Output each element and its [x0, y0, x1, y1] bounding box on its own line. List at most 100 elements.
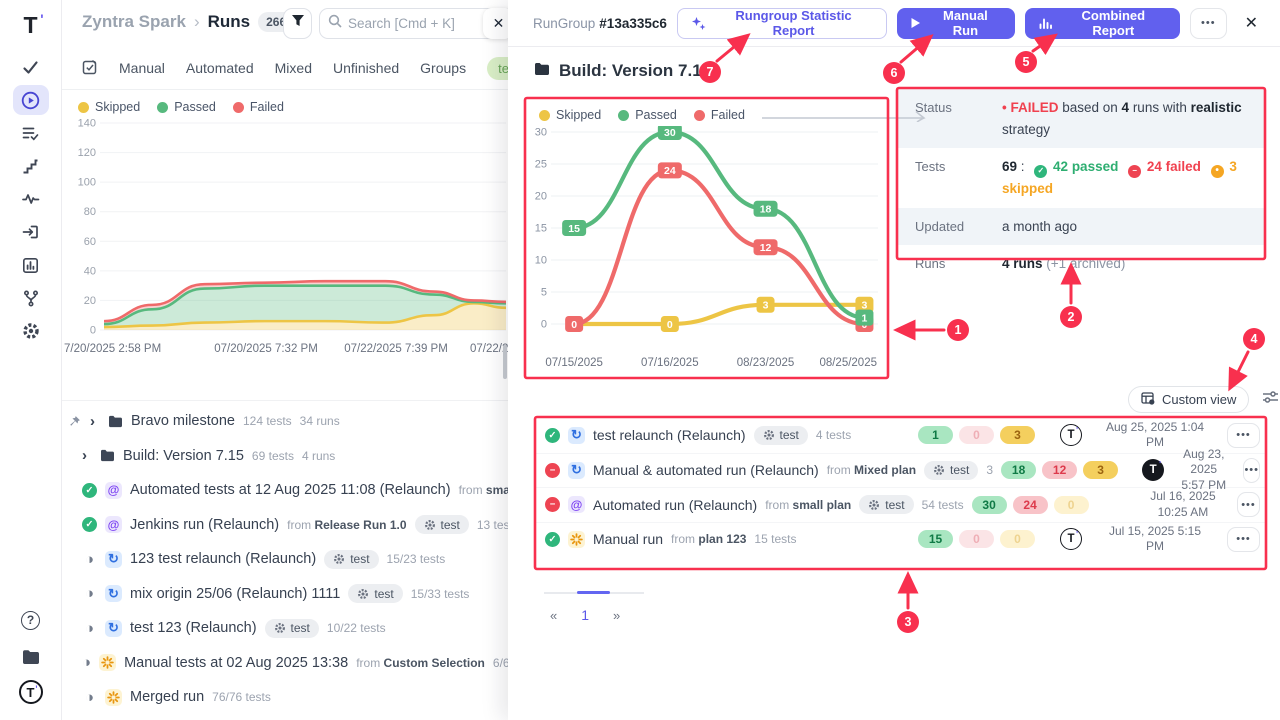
manual-run-button[interactable]: Manual Run — [897, 7, 1015, 39]
search-input[interactable] — [348, 16, 478, 31]
status-in-progress-icon: ◑ — [84, 585, 95, 603]
legend-dot — [78, 101, 89, 113]
tab-mixed[interactable]: Mixed — [274, 60, 312, 76]
run-more-button[interactable]: ••• — [1227, 526, 1260, 552]
run-meta: 13 tests — [476, 517, 508, 532]
svg-text:0: 0 — [667, 319, 673, 331]
breadcrumb: Zyntra Spark › Runs 266 — [82, 12, 295, 32]
run-name: 123 test relaunch (Relaunch) — [130, 551, 317, 568]
docs-folder-icon[interactable] — [13, 641, 49, 671]
search-clear-button[interactable]: ✕ — [483, 8, 508, 39]
profile-avatar[interactable]: T ' — [13, 677, 49, 707]
legend-item-failed[interactable]: Failed — [232, 100, 284, 114]
run-meta: 34 runs — [299, 414, 340, 429]
legend-item-failed[interactable]: Failed — [693, 108, 745, 122]
pagination-next[interactable]: » — [613, 607, 621, 623]
drawer-more-button[interactable]: ••• — [1189, 7, 1227, 39]
tab-groups[interactable]: Groups — [420, 60, 467, 76]
tab-unfinished[interactable]: Unfinished — [333, 60, 400, 76]
legend-item-skipped[interactable]: Skipped — [539, 108, 601, 122]
status-row-tests: Tests 69 : ✓ 42 passed − 24 failed • 3 sk… — [897, 148, 1265, 208]
run-test-count: 3 — [986, 463, 994, 478]
svg-text:3: 3 — [763, 300, 769, 312]
sparkles-icon — [691, 16, 706, 31]
svg-text:1: 1 — [862, 312, 868, 324]
sidebar-item-analytics[interactable] — [13, 184, 49, 214]
run-name: test 123 (Relaunch) — [130, 620, 257, 637]
expand-chevron-icon[interactable]: › — [82, 447, 87, 465]
drawer-close-icon[interactable]: ✕ — [1244, 15, 1258, 32]
skipped-badge: 0 — [1000, 530, 1035, 549]
rungroup-status-table: Status • FAILED based on 4 runs with real… — [897, 89, 1265, 283]
run-row[interactable]: ✓ @ Automated tests at 12 Aug 2025 11:08 (… — [62, 473, 508, 508]
sidebar-item-settings[interactable] — [13, 316, 49, 346]
breadcrumb-page[interactable]: Runs — [207, 12, 251, 31]
run-more-button[interactable]: ••• — [1236, 492, 1260, 518]
help-icon[interactable]: ? — [13, 605, 49, 635]
sidebar-item-plans[interactable] — [13, 118, 49, 148]
rungroup-run-row[interactable]: − @ Automated run (Relaunch) from small pla… — [535, 487, 1266, 522]
run-row[interactable]: ◑ Manual tests at 02 Aug 2025 13:38 from C… — [62, 646, 508, 681]
expand-chevron-icon[interactable]: › — [90, 412, 95, 430]
line-chart-canvas: 051015202530033024120153018107/15/202507… — [535, 126, 878, 369]
app-logo[interactable]: T ' — [23, 11, 44, 38]
tab-manual[interactable]: Manual — [119, 60, 165, 76]
status-row-label: Runs — [915, 256, 946, 272]
relaunch-run-icon: ↻ — [105, 619, 122, 637]
status-in-progress-icon: ◑ — [82, 654, 92, 672]
run-source-label: from small plan — [458, 483, 508, 498]
pagination-prev[interactable]: « — [550, 607, 558, 623]
drawer-title: RunGroup #13a335c6 — [533, 15, 667, 31]
tab-automated[interactable]: Automated — [185, 60, 254, 76]
run-meta: 10/22 tests — [326, 621, 386, 636]
breadcrumb-separator: › — [193, 12, 200, 31]
sidebar-item-milestones[interactable] — [13, 151, 49, 181]
breadcrumb-project[interactable]: Zyntra Spark — [82, 12, 186, 31]
filter-button[interactable] — [283, 8, 312, 39]
pagination-page-1[interactable]: 1 — [581, 607, 590, 623]
run-more-button[interactable]: ••• — [1243, 457, 1260, 483]
rungroup-run-row[interactable]: ✓ Manual run from plan 123 15 tests 15 0 0 T ' Ju… — [535, 521, 1266, 557]
run-test-count: 4 tests — [815, 428, 852, 443]
legend-item-passed[interactable]: Passed — [618, 108, 677, 122]
view-settings-icon[interactable] — [1262, 390, 1279, 409]
sidebar-item-reports[interactable] — [13, 250, 49, 280]
svg-text:07/22/2025 7:54 P: 07/22/2025 7:54 P — [470, 343, 508, 355]
run-row[interactable]: ◑ Merged run 76/76 tests — [62, 680, 508, 715]
run-row[interactable]: ◑ ↻ test 123 (Relaunch) test 10/22 tests — [62, 611, 508, 646]
status-passed-icon: ✓ — [545, 427, 560, 443]
svg-text:18: 18 — [760, 204, 772, 216]
legend-item-passed[interactable]: Passed — [157, 100, 216, 114]
milestone-row[interactable]: › Build: Version 7.15 69 tests 4 runs — [62, 439, 508, 474]
avatar: T ' — [1060, 528, 1082, 551]
svg-text:0: 0 — [90, 325, 96, 337]
tag-filter-pill[interactable]: test work — [487, 56, 508, 80]
sidebar-item-branches[interactable] — [13, 283, 49, 313]
legend-item-skipped[interactable]: Skipped — [78, 100, 140, 114]
avatar-slot: T ' — [1059, 528, 1083, 551]
select-runs-icon[interactable] — [82, 59, 98, 78]
rungroup-run-row[interactable]: ✓ ↻ test relaunch (Relaunch) test 4 tests 1 0 3… — [535, 418, 1266, 453]
run-more-button[interactable]: ••• — [1227, 422, 1260, 448]
search-box[interactable] — [319, 8, 508, 39]
svg-text:30: 30 — [664, 127, 676, 139]
rungroup-statistic-report-button[interactable]: Rungroup Statistic Report — [676, 7, 888, 39]
combined-report-button[interactable]: Combined Report — [1024, 7, 1180, 39]
run-row[interactable]: ✓ @ Jenkins run (Relaunch) from Release Run… — [62, 508, 508, 543]
legend-trend-arrow-icon — [761, 108, 932, 122]
status-row-value: 69 : ✓ 42 passed − 24 failed • 3 skipped — [1002, 159, 1237, 197]
status-row-label: Updated — [915, 218, 965, 234]
milestone-row[interactable]: › Bravo milestone 124 tests 34 runs — [62, 404, 508, 439]
custom-view-button[interactable]: Custom view — [1128, 386, 1250, 413]
rungroup-drawer: RunGroup #13a335c6 Rungroup Statistic Rep… — [508, 0, 1280, 720]
sidebar-item-tests[interactable] — [13, 52, 49, 82]
test-tag-pill: test — [859, 495, 914, 515]
scrollbar-thumb[interactable] — [503, 345, 507, 379]
sidebar-item-pulls[interactable] — [13, 217, 49, 247]
area-chart-canvas: 140 120 100 80 60 40 20 0 7/20/2025 2:58 PM 07/20… — [64, 118, 508, 355]
svg-text:08/23/2025: 08/23/2025 — [737, 357, 795, 369]
run-row[interactable]: ◑ ↻ 123 test relaunch (Relaunch) test 15/23 … — [62, 542, 508, 577]
sidebar-item-runs[interactable] — [12, 85, 49, 115]
run-row[interactable]: ◑ ↻ mix origin 25/06 (Relaunch) 1111 test 15… — [62, 577, 508, 612]
rungroup-run-row[interactable]: − ↻ Manual & automated run (Relaunch) from … — [535, 447, 1266, 492]
